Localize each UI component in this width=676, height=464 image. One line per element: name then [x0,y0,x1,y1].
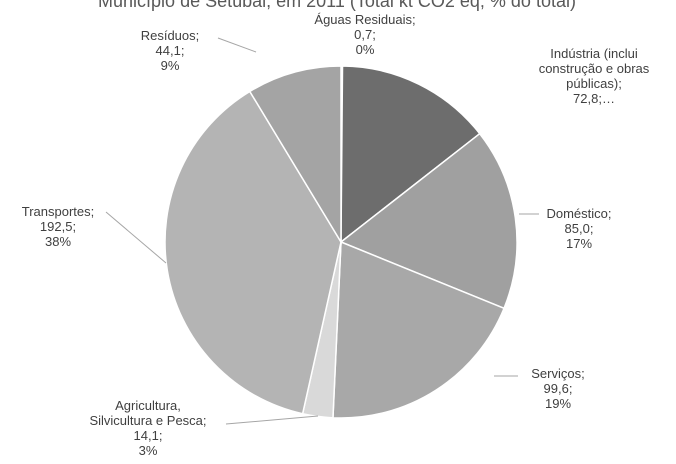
slice-label-line: Resíduos; [141,28,200,43]
slice-label-line: Silvicultura e Pesca; [89,413,206,428]
slice-label-line: 3% [139,443,158,458]
slice-label-line: Doméstico; [546,206,611,221]
slice-label-line: 44,1; [156,43,185,58]
leader-line-residuos [217,37,257,53]
slice-label-servicos: Serviços; 99,6; 19% [531,366,584,411]
slice-label-residuos: Resíduos; 44,1; 9% [141,28,200,73]
slice-label-line: Agricultura, [115,398,181,413]
pie-slice-domestico [339,132,518,310]
slice-label-aguas-residuais: Águas Residuais; 0,7; 0% [314,12,415,57]
slice-labels: Águas Residuais; 0,7; 0% Indústria (inclui c… [22,12,650,458]
slice-label-line: 192,5; [40,219,76,234]
slice-label-line: Serviços; [531,366,584,381]
slice-label-line: 99,6; [544,381,573,396]
pie-slice-servicos [332,240,505,419]
slice-label-line: Águas Residuais; [314,12,415,27]
slice-label-line: 72,8;… [573,91,615,106]
chart-title: Município de Setúbal, em 2011 (Total kt … [98,0,576,11]
pie-slice-industria-inclui-construcao-e-obras-publicas [340,65,481,244]
leader-line-agricultura-silvicultura-e-pesca [225,415,319,425]
slice-label-line: construção e obras [539,61,650,76]
leader-line-transportes [105,211,167,264]
slice-label-line: 0,7; [354,27,376,42]
slice-label-line: 85,0; [565,221,594,236]
slice-label-line: 17% [566,236,592,251]
slice-label-line: 14,1; [134,428,163,443]
slice-label-domestico: Doméstico; 85,0; 17% [546,206,611,251]
slice-label-agricultura-silvicultura-e-pesca: Agricultura, Silvicultura e Pesca; 14,1; 3% [89,398,206,458]
pie-slice-residuos [248,65,342,245]
slice-label-line: 38% [45,234,71,249]
slice-label-line: públicas); [566,76,622,91]
slice-label-industria-inclui-construcao-e-obras-publicas: Indústria (inclui construção e obras públi… [539,46,650,106]
pie-slices [164,65,518,419]
leader-lines [105,37,539,425]
slice-label-line: 0% [356,42,375,57]
slice-label-line: Transportes; [22,204,95,219]
slice-label-transportes: Transportes; 192,5; 38% [22,204,95,249]
slice-label-line: Indústria (inclui [550,46,638,61]
slice-label-line: 9% [161,58,180,73]
pie-slice-transportes [164,90,342,415]
slice-label-line: 19% [545,396,571,411]
